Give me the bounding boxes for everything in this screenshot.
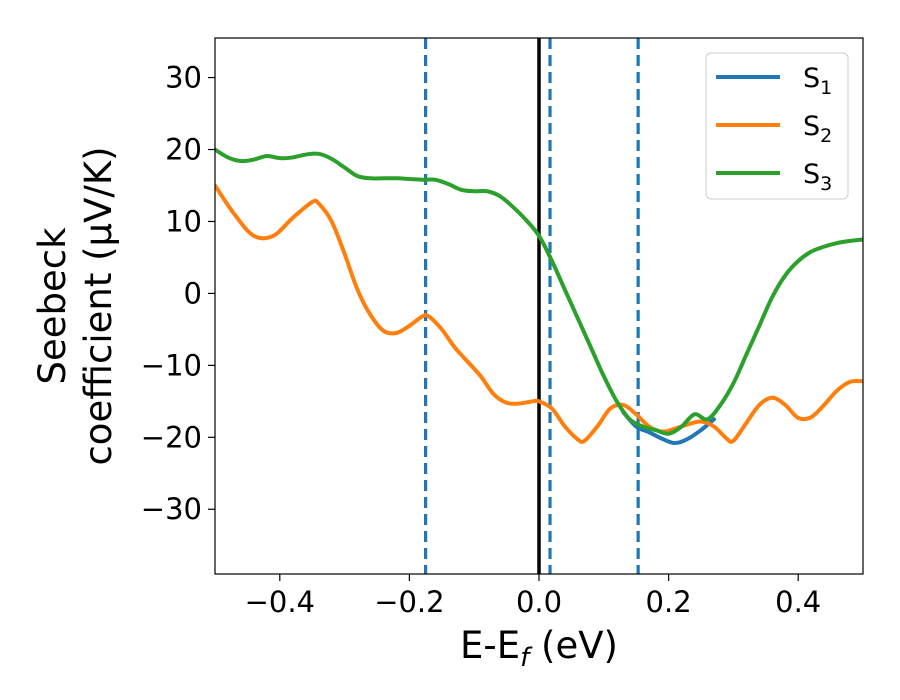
y-axis-label: Seebeck coefficient (μV/K) <box>31 146 120 465</box>
y-tick-label: 10 <box>165 204 202 238</box>
y-tick-label: 20 <box>165 133 202 167</box>
y-tick-label: −10 <box>141 348 202 382</box>
x-tick-label: 0.2 <box>646 585 692 619</box>
series-line-s2 <box>215 183 863 445</box>
x-axis-ticks: −0.4 −0.2 0.0 0.2 0.4 <box>245 574 821 619</box>
x-tick-label: −0.4 <box>245 585 315 619</box>
x-tick-label: 0.4 <box>775 585 821 619</box>
y-tick-label: 30 <box>165 61 202 95</box>
legend-label-main: S <box>803 111 820 142</box>
x-axis-label-tail: (eV) <box>529 624 618 667</box>
legend-label-s2: S2 <box>803 111 832 147</box>
series-lines <box>215 147 863 446</box>
legend-label-main: S <box>803 63 820 94</box>
x-tick-label: −0.2 <box>374 585 444 619</box>
y-tick-label: 0 <box>184 276 202 310</box>
legend-label-main: S <box>803 159 820 190</box>
legend-label-sub: 2 <box>820 125 832 147</box>
reference-lines <box>424 38 640 574</box>
y-tick-label: −20 <box>141 420 202 454</box>
series-line-s1 <box>621 410 716 446</box>
legend-label-sub: 3 <box>820 173 832 195</box>
x-tick-label: 0.0 <box>516 585 562 619</box>
legend-label-s3: S3 <box>803 159 832 195</box>
legend-label-s1: S1 <box>803 63 832 99</box>
y-axis-label-line2: coefficient (μV/K) <box>77 146 120 465</box>
y-axis-ticks: 30 20 10 0 −10 −20 −30 <box>141 61 215 526</box>
legend-label-sub: 1 <box>820 77 832 99</box>
y-axis-label-line1: Seebeck <box>31 227 74 385</box>
series-line-s3 <box>215 147 863 436</box>
y-tick-label: −30 <box>141 492 202 526</box>
x-axis-label-main: E-E <box>460 624 520 667</box>
x-axis-label: E-Ef (eV) <box>460 624 618 673</box>
